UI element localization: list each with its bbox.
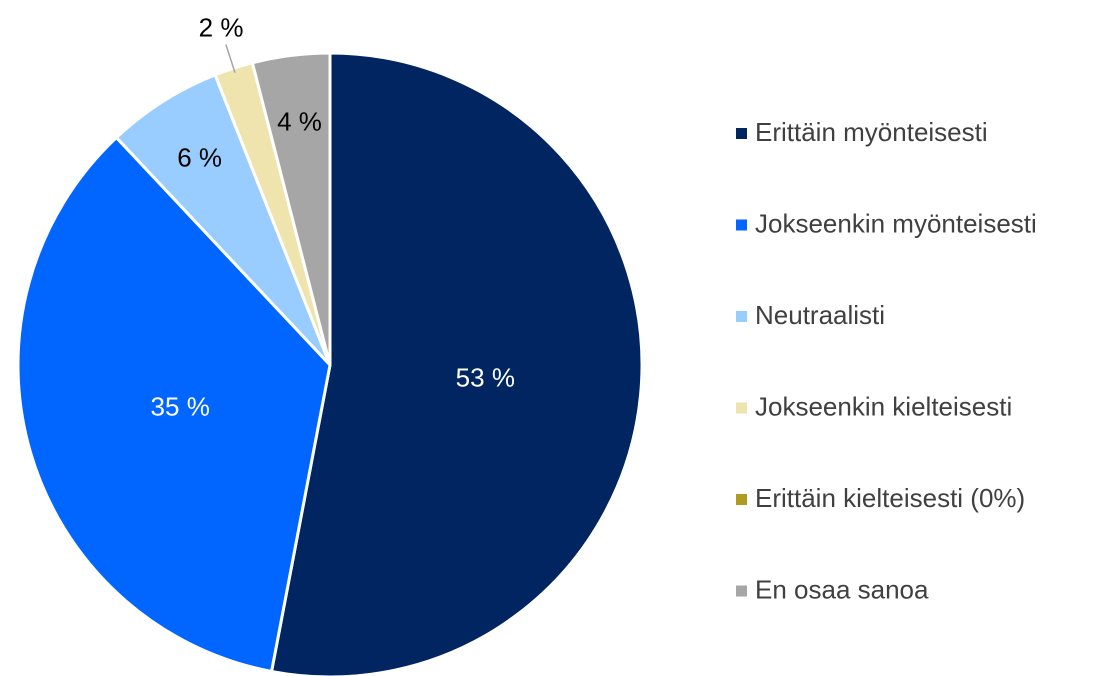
- data-label: 4 %: [277, 106, 322, 136]
- legend-label: Neutraalisti: [755, 300, 885, 330]
- data-label: 2 %: [199, 13, 244, 43]
- legend-label: Jokseenkin myönteisesti: [755, 208, 1037, 238]
- data-label: 53 %: [456, 363, 515, 393]
- leader-line: [225, 44, 236, 73]
- pie-slice: [16, 136, 332, 673]
- legend-label: Jokseenkin kielteisesti: [755, 391, 1012, 421]
- legend-swatch: [736, 494, 747, 505]
- legend-label: En osaa sanoa: [755, 574, 929, 604]
- legend-label: Erittäin kielteisesti (0%): [755, 483, 1025, 513]
- legend-swatch: [736, 311, 747, 322]
- legend-swatch: [736, 128, 747, 139]
- data-label: 6 %: [177, 142, 222, 172]
- pie-slice: [250, 51, 332, 367]
- legend-swatch: [736, 585, 747, 597]
- legend-label: Erittäin myönteisesti: [755, 117, 988, 147]
- data-label: 35 %: [151, 391, 210, 421]
- pie-slice: [270, 51, 644, 676]
- legend-swatch: [736, 402, 747, 414]
- legend-swatch: [736, 219, 747, 231]
